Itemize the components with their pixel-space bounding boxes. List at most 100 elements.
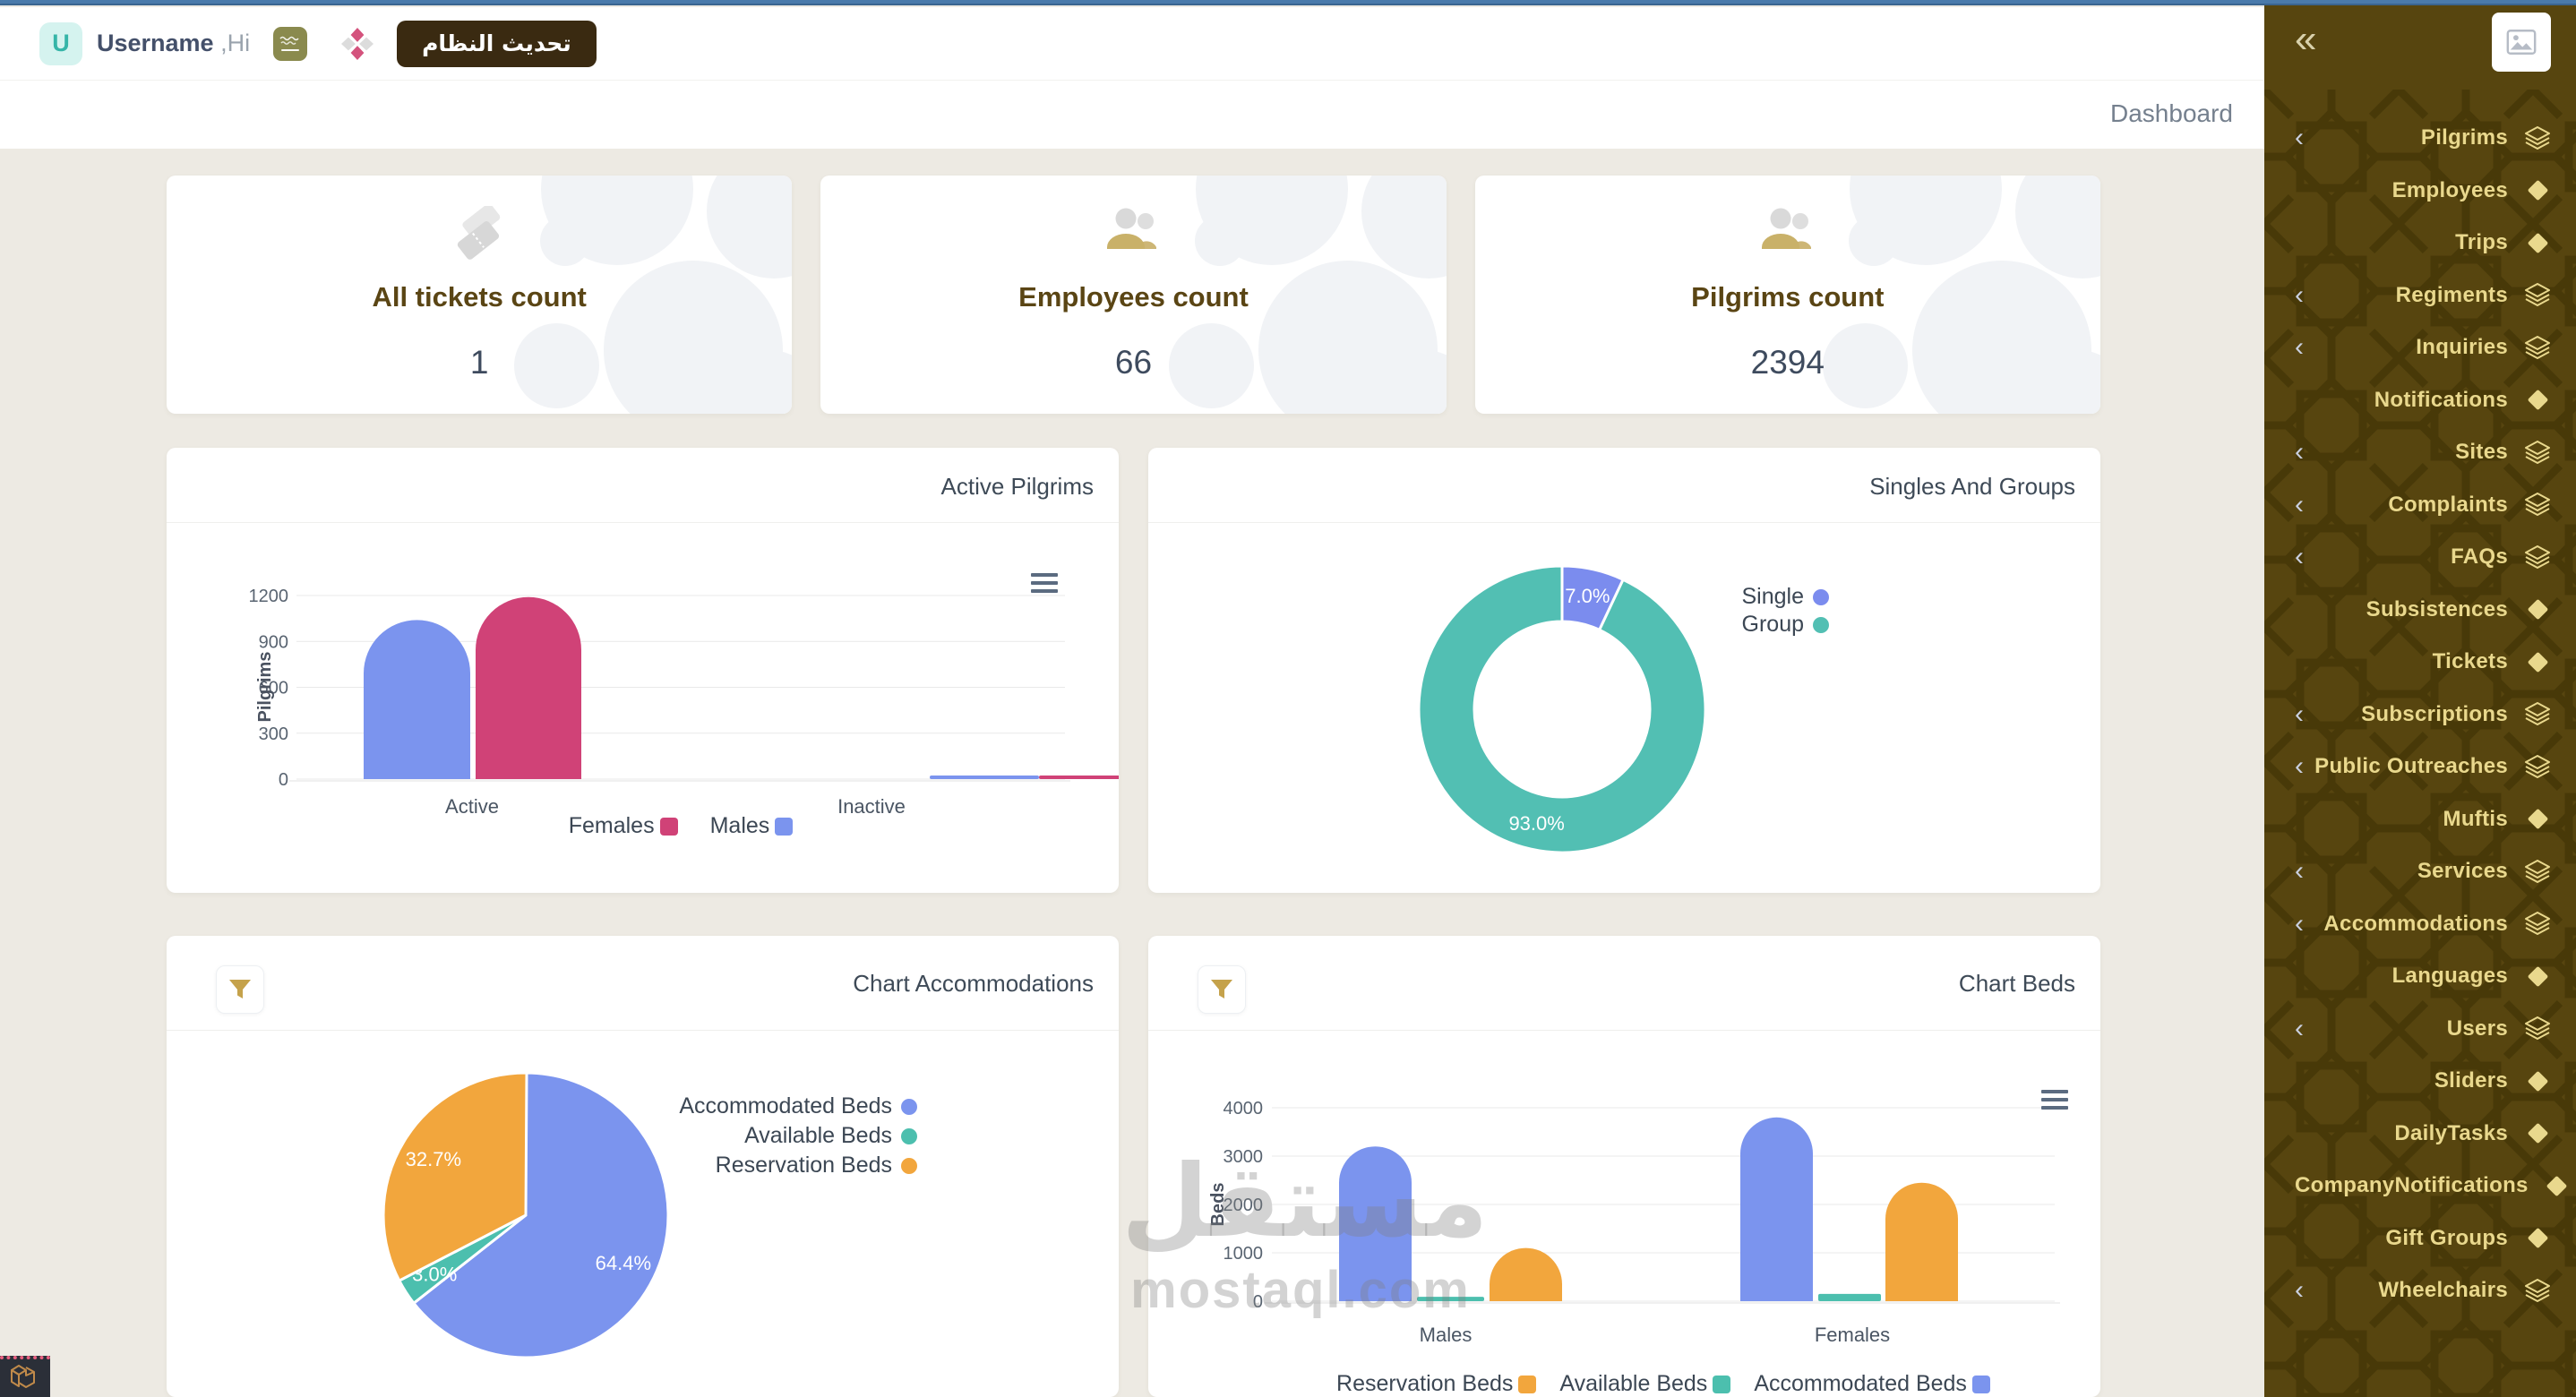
sidebar-header: « <box>2264 0 2576 97</box>
sidebar-item-label: Languages <box>2391 964 2508 989</box>
diamond-icon <box>2524 231 2551 255</box>
svg-text:Females: Females <box>1815 1324 1890 1346</box>
svg-text:0: 0 <box>279 770 288 790</box>
divider <box>167 1030 1119 1031</box>
saudi-flag-icon[interactable] <box>273 26 308 61</box>
legend-item[interactable]: Accommodated Beds <box>648 1093 917 1119</box>
sidebar-item-label: Subsistences <box>2366 596 2508 621</box>
update-system-button[interactable]: تحديث النظام <box>397 20 597 67</box>
sidebar-item-users[interactable]: ‹ Users <box>2264 1003 2576 1056</box>
svg-text:900: 900 <box>259 632 288 652</box>
singles-groups-donut-chart: 7.0% 93.0% <box>1417 564 1707 854</box>
sidebar-item-inquiries[interactable]: ‹ Inquiries <box>2264 321 2576 374</box>
chart-menu-icon[interactable] <box>2041 1090 2068 1114</box>
tickets-icon <box>447 203 511 264</box>
svg-text:93.0%: 93.0% <box>1508 812 1564 835</box>
legend-item[interactable]: Females <box>569 813 678 839</box>
legend-item[interactable]: Group <box>1650 612 1829 638</box>
stat-card-employees: Employees count 66 <box>820 176 1447 414</box>
sidebar-item-trips[interactable]: Trips <box>2264 217 2576 270</box>
stat-card-pilgrims: Pilgrims count 2394 <box>1474 176 2100 414</box>
sidebar-item-services[interactable]: ‹ Services <box>2264 845 2576 898</box>
legend-item[interactable]: Single <box>1650 584 1829 610</box>
breadcrumb[interactable]: Dashboard <box>2110 99 2233 127</box>
sidebar-item-public-outreaches[interactable]: ‹ Public Outreaches <box>2264 741 2576 793</box>
legend-item[interactable]: Accommodated Beds <box>1754 1371 1990 1397</box>
user-greeting: Username ,Hi <box>97 30 250 57</box>
svg-text:1000: 1000 <box>1224 1244 1264 1264</box>
svg-text:Beds: Beds <box>1208 1183 1228 1227</box>
sidebar-item-label: Muftis <box>2443 806 2508 831</box>
chart-title: Active Pilgrims <box>940 473 1094 500</box>
people-icon <box>1754 206 1822 262</box>
chevron-left-icon: ‹ <box>2295 123 2304 153</box>
card-active-pilgrims: Active Pilgrims 0 300 600 900 1200 Pilgrims Ac… <box>167 448 1119 893</box>
sidebar-item-dailytasks[interactable]: DailyTasks <box>2264 1108 2576 1161</box>
beds-bar-chart: 0 1000 2000 3000 4000 Beds Males Females <box>1208 1099 2060 1346</box>
dashboard-content: All tickets count 1 Empl <box>0 176 2264 1397</box>
chevron-left-icon: ‹ <box>2295 332 2304 363</box>
top-accent-strip <box>0 0 2576 5</box>
chart-menu-icon[interactable] <box>1031 573 1058 597</box>
chevron-left-icon: ‹ <box>2295 698 2304 729</box>
svg-text:4000: 4000 <box>1224 1099 1264 1118</box>
sidebar-item-faqs[interactable]: ‹ FAQs <box>2264 531 2576 584</box>
chart-title: Singles And Groups <box>1869 473 2075 500</box>
diamond-icon <box>2524 178 2551 202</box>
sidebar-item-sites[interactable]: ‹ Sites <box>2264 426 2576 479</box>
sidebar-item-regiments[interactable]: ‹ Regiments <box>2264 270 2576 322</box>
diamond-icon <box>2524 1121 2551 1145</box>
sidebar-item-muftis[interactable]: Muftis <box>2264 793 2576 846</box>
stat-value: 66 <box>1114 344 1153 381</box>
loader-diamonds-icon <box>341 27 374 60</box>
sidebar-item-subsistences[interactable]: Subsistences <box>2264 584 2576 637</box>
sidebar-item-notifications[interactable]: Notifications <box>2264 374 2576 427</box>
sidebar-item-accommodations[interactable]: ‹ Accommodations <box>2264 898 2576 951</box>
sidebar-item-employees[interactable]: Employees <box>2264 165 2576 218</box>
svg-text:3000: 3000 <box>1224 1147 1264 1167</box>
layers-icon <box>2524 440 2551 465</box>
sidebar-nav: ‹ Pilgrims Employees Trips ‹ Regiments ‹ Inquir… <box>2264 112 2576 1317</box>
sidebar-item-subscriptions[interactable]: ‹ Subscriptions <box>2264 689 2576 741</box>
svg-text:300: 300 <box>259 724 288 744</box>
legend-item[interactable]: Available Beds <box>1559 1371 1731 1397</box>
sidebar-item-pilgrims[interactable]: ‹ Pilgrims <box>2264 112 2576 165</box>
sidebar-item-tickets[interactable]: Tickets <box>2264 636 2576 689</box>
sidebar-item-label: Public Outreaches <box>2314 754 2508 779</box>
sidebar-item-companynotifications[interactable]: CompanyNotifications <box>2264 1160 2576 1213</box>
legend-item[interactable]: Available Beds <box>648 1123 917 1149</box>
sidebar-item-wheelchairs[interactable]: ‹ Wheelchairs <box>2264 1264 2576 1317</box>
avatar[interactable]: U <box>39 21 82 65</box>
legend-item[interactable]: Reservation Beds <box>648 1153 917 1178</box>
svg-text:0: 0 <box>1253 1292 1263 1312</box>
sidebar-item-label: Wheelchairs <box>2378 1278 2508 1303</box>
layers-icon <box>2524 335 2551 360</box>
stat-title: Employees count <box>1018 281 1249 313</box>
sidebar-pattern <box>2264 90 2576 1397</box>
sidebar-item-label: Pilgrims <box>2420 125 2508 150</box>
sidebar-item-sliders[interactable]: Sliders <box>2264 1055 2576 1108</box>
sidebar-item-label: Sliders <box>2434 1068 2508 1093</box>
legend-item[interactable]: Reservation Beds <box>1336 1371 1537 1397</box>
debugbar-toggle[interactable] <box>0 1356 50 1397</box>
divider <box>1148 1030 2100 1031</box>
sidebar-item-label: FAQs <box>2451 544 2508 570</box>
filter-button[interactable] <box>1198 965 1246 1014</box>
stat-title: Pilgrims count <box>1691 281 1885 313</box>
chevron-left-icon: ‹ <box>2295 1013 2304 1043</box>
svg-text:Active: Active <box>445 795 499 818</box>
layers-icon <box>2524 125 2551 150</box>
chart-legend: Accommodated Beds Available Beds Reservati… <box>648 1093 917 1178</box>
username-text: Username <box>97 30 214 56</box>
legend-item[interactable]: Males <box>710 813 794 839</box>
chevron-left-icon: ‹ <box>2295 1275 2304 1306</box>
laravel-logo-icon <box>11 1365 35 1388</box>
sidebar-item-gift-groups[interactable]: Gift Groups <box>2264 1213 2576 1265</box>
sidebar-item-complaints[interactable]: ‹ Complaints <box>2264 479 2576 532</box>
sidebar-item-languages[interactable]: Languages <box>2264 950 2576 1003</box>
collapse-sidebar-icon[interactable]: « <box>2295 17 2317 61</box>
diamond-icon <box>2524 807 2551 831</box>
filter-button[interactable] <box>216 965 264 1014</box>
logo-placeholder <box>2492 13 2551 72</box>
main-column: U Username ,Hi تحديث الن <box>0 7 2264 1397</box>
